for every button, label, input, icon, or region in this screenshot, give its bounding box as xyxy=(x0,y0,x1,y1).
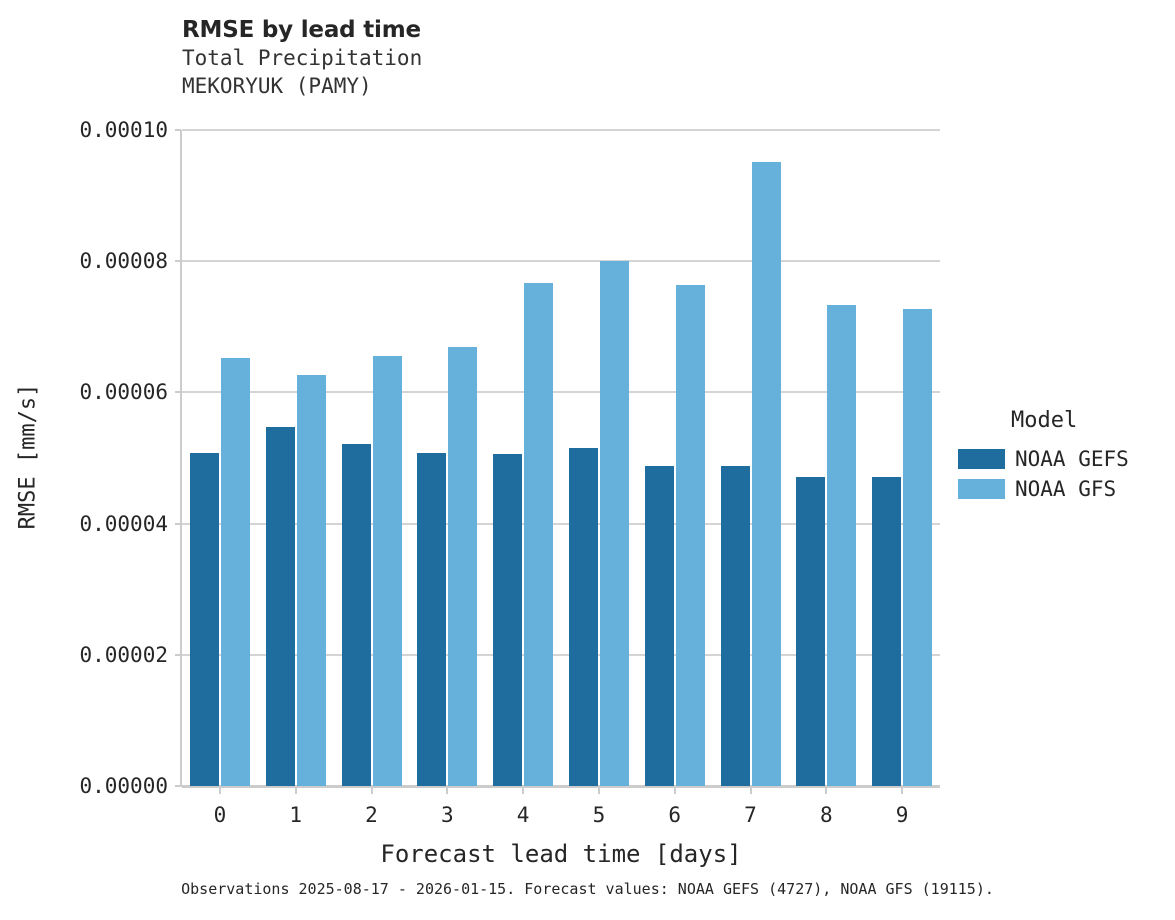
x-axis-tick-mark xyxy=(370,788,373,794)
y-axis-spine xyxy=(180,130,182,787)
x-axis-tick-label: 5 xyxy=(592,803,606,827)
legend-items: NOAA GEFS NOAA GFS xyxy=(958,444,1173,504)
x-axis-tick-label: 2 xyxy=(365,803,378,827)
y-axis-tick-label: 0.00002 xyxy=(79,642,168,667)
y-axis-tick-label: 0.00010 xyxy=(79,118,168,142)
bar-gfs-day-3 xyxy=(448,347,478,786)
gridline xyxy=(182,653,940,656)
x-axis-tick-mark xyxy=(294,788,297,794)
gridline xyxy=(182,260,940,263)
bar-gfs-day-5 xyxy=(599,260,629,786)
x-axis-tick-label: 7 xyxy=(744,803,757,827)
bar-gfs-day-0 xyxy=(220,357,250,786)
y-axis-tick-label: 0.00006 xyxy=(79,380,168,405)
x-axis-tick-mark xyxy=(522,788,525,794)
legend-swatch-icon xyxy=(958,479,1005,499)
chart-subtitle-location: MEKORYUK (PAMY) xyxy=(182,74,372,98)
x-axis-tick-label: 9 xyxy=(895,803,909,827)
y-axis-tick-mark xyxy=(175,129,181,131)
bar-gefs-day-3 xyxy=(417,452,447,786)
x-axis-tick-mark xyxy=(597,788,600,794)
x-axis-tick-label: 0 xyxy=(213,803,227,827)
x-axis-tick-label: 1 xyxy=(289,803,303,827)
title-block: RMSE by lead time Total Precipitation ME… xyxy=(182,16,942,100)
bar-gfs-day-6 xyxy=(675,285,705,786)
page-title: RMSE by lead time xyxy=(182,17,421,43)
x-axis-tick-mark xyxy=(218,788,221,794)
y-axis-tick-mark xyxy=(175,785,181,787)
y-axis-tick-mark xyxy=(175,260,181,263)
bar-gefs-day-5 xyxy=(568,447,598,786)
legend-item-gefs[interactable]: NOAA GEFS xyxy=(958,444,1173,474)
bar-gfs-day-4 xyxy=(524,282,554,786)
x-axis-tick-label: 3 xyxy=(440,803,454,827)
bar-gfs-day-1 xyxy=(296,374,326,786)
x-axis-tick-mark xyxy=(673,788,676,794)
gridline xyxy=(182,391,940,394)
y-axis-tick-mark xyxy=(175,391,181,394)
x-axis-tick-mark xyxy=(749,788,752,794)
bar-gefs-day-8 xyxy=(796,477,826,786)
y-axis-tick-label: 0.00004 xyxy=(79,511,168,536)
y-axis-tick-mark xyxy=(175,653,181,656)
bar-gfs-day-7 xyxy=(751,162,781,786)
legend-item-label: NOAA GEFS xyxy=(1015,446,1129,471)
x-axis-spine xyxy=(182,785,940,788)
y-axis-tick-labels: 0.00000 0.00002 0.00004 0.00006 0.00008 0.000… xyxy=(0,0,168,920)
bar-gefs-day-6 xyxy=(644,465,674,786)
gridline xyxy=(182,129,940,131)
bar-gefs-day-2 xyxy=(341,444,371,786)
legend-item-label: NOAA GFS xyxy=(1015,476,1117,501)
y-axis-tick-mark xyxy=(175,522,181,525)
gridline xyxy=(182,522,940,525)
x-axis-tick-label: 4 xyxy=(516,803,530,827)
bar-gfs-day-8 xyxy=(827,304,857,786)
bar-gefs-day-7 xyxy=(720,465,750,786)
legend: Model NOAA GEFS NOAA GFS xyxy=(958,408,1173,504)
bar-gfs-day-9 xyxy=(903,309,933,786)
y-axis-tick-label: 0.00000 xyxy=(79,774,168,798)
bar-gefs-day-1 xyxy=(265,426,295,786)
bar-gfs-day-2 xyxy=(372,356,402,786)
x-axis-tick-mark xyxy=(901,788,904,794)
bar-gefs-day-0 xyxy=(189,452,219,786)
x-axis-tick-mark xyxy=(446,788,449,794)
bar-gefs-day-4 xyxy=(493,454,523,786)
plot-area xyxy=(182,129,940,786)
bar-gefs-day-9 xyxy=(872,477,902,786)
legend-item-gfs[interactable]: NOAA GFS xyxy=(958,474,1173,504)
x-axis-tick-label: 8 xyxy=(819,803,833,827)
y-axis-tick-label: 0.00008 xyxy=(79,249,168,274)
legend-title: Model xyxy=(1011,408,1078,433)
legend-swatch-icon xyxy=(958,449,1005,469)
chart-subtitle: Total Precipitation xyxy=(182,46,423,70)
x-axis-title: Forecast lead time [days] xyxy=(380,840,742,868)
chart-caption: Observations 2025-08-17 - 2026-01-15. Fo… xyxy=(181,880,994,898)
y-axis-title: RMSE [mm/s] xyxy=(15,383,41,530)
x-axis-tick-label: 6 xyxy=(668,803,682,827)
x-axis-tick-mark xyxy=(825,788,828,794)
